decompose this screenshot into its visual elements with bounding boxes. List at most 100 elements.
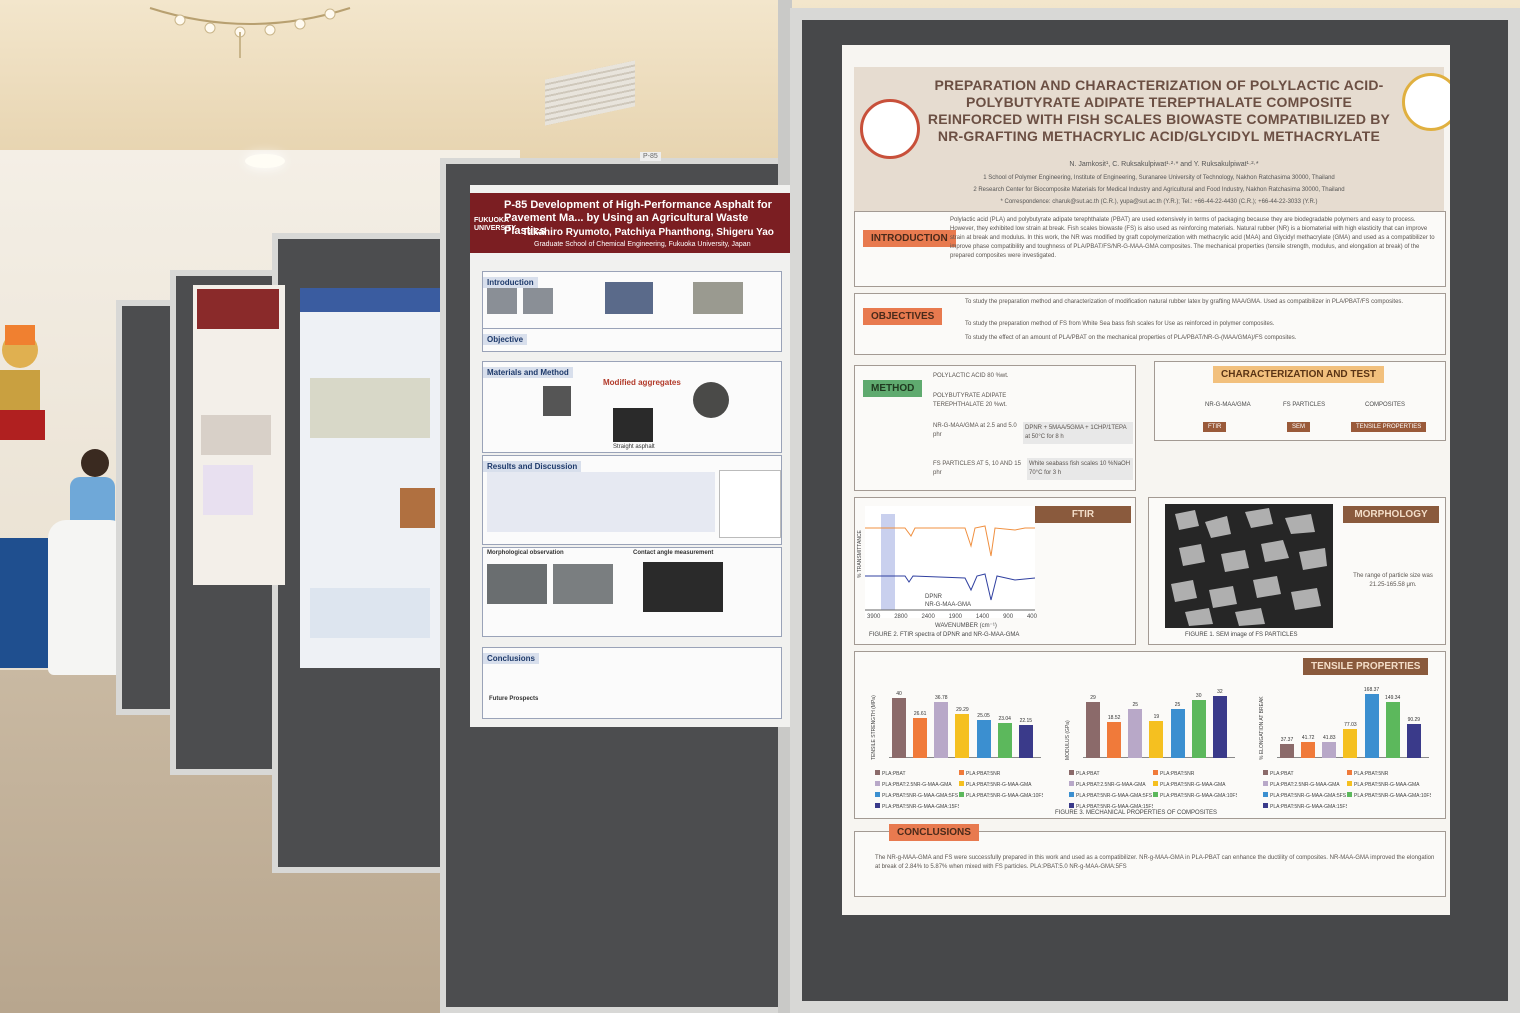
- chart-data-label: 29: [1090, 694, 1096, 701]
- method-step-4: FS PARTICLES AT 5, 10 AND 15 phr: [933, 461, 1021, 476]
- test-chip-tensile: TENSILE PROPERTIES: [1351, 422, 1427, 432]
- chart-data-label: 30: [1195, 692, 1202, 699]
- poster-left: [300, 288, 440, 668]
- ftir-plot: [865, 506, 1035, 618]
- ftir-tick: 1900: [948, 614, 963, 620]
- mid-section-heading: Conclusions: [483, 653, 540, 664]
- section-characterization: Characterization and Test NR-G-MAA/GMA F…: [1154, 361, 1446, 441]
- university-logo: [860, 99, 920, 159]
- chart-bar: [913, 717, 928, 758]
- chart-bar: [934, 702, 949, 758]
- objective-3: To study the effect of an amount of PLA/…: [965, 335, 1297, 341]
- chart-data-label: 19: [1153, 714, 1160, 721]
- poster-main: Preparation and Characterization of Poly…: [842, 45, 1450, 915]
- legend-label: PLA:PBAT:5NR: [1160, 771, 1195, 777]
- chart-y-label: TENSILE STRENGTH (MPa): [871, 695, 877, 760]
- legend-swatch: [1263, 770, 1268, 775]
- modified-aggregates-label: Modified aggregates: [603, 378, 681, 387]
- characterization-heading: Characterization and Test: [1213, 366, 1384, 383]
- legend-swatch: [1263, 803, 1268, 808]
- legend-item: PLA:PBAT: [875, 770, 959, 778]
- legend-label: PLA:PBAT:2.5NR-G-MAA-GMA: [1076, 782, 1146, 788]
- legend-swatch: [1069, 770, 1074, 775]
- legend-label: PLA:PBAT:5NR-G-MAA-GMA:15FS: [882, 804, 959, 810]
- mid-section-heading: Introduction: [483, 277, 538, 288]
- chart-data-label: 37.37: [1280, 736, 1294, 743]
- mid-section-morphology: Morphological observation Contact angle …: [482, 547, 782, 637]
- chart-data-label: 23.04: [998, 716, 1011, 723]
- legend-label: PLA:PBAT:5NR-G-MAA-GMA:10FS: [1160, 793, 1237, 799]
- legend-swatch: [1069, 781, 1074, 786]
- ftir-thumb: [719, 470, 781, 538]
- legend-label: PLA:PBAT:5NR-G-MAA-GMA:15FS: [1270, 804, 1347, 810]
- ftir-x-label: WAVENUMBER (cm⁻¹): [935, 623, 997, 629]
- sem-image: [1165, 504, 1333, 628]
- white-chair: [48, 520, 128, 675]
- test-chip-sem: SEM: [1287, 422, 1311, 432]
- morphology-heading: Morphology: [1343, 506, 1439, 523]
- mid-section-objective: Objective: [482, 328, 782, 352]
- shrine-decoration: [0, 325, 45, 440]
- mid-poster-title: P-85 Development of High-Performance Asp…: [504, 199, 772, 237]
- chart-bar: [997, 723, 1012, 758]
- mid-section-results: Results and Discussion: [482, 455, 782, 545]
- legend-swatch: [1069, 803, 1074, 808]
- chart-bar: [1212, 695, 1227, 758]
- photo-thumb: [693, 282, 743, 314]
- tensile-strength-chart: TENSILE STRENGTH (MPa) 40 26.61 36.78 29.29 2…: [871, 680, 1041, 766]
- chart-y-label: MODULUS (GPa): [1065, 720, 1071, 760]
- chart-bar: [1107, 722, 1122, 758]
- morphology-caption: FIGURE 1. SEM image of FS PARTICLES: [1185, 632, 1298, 638]
- mid-section-heading: Objective: [483, 334, 528, 345]
- ceiling-light: [245, 154, 285, 168]
- legend-label: PLA:PBAT:5NR-G-MAA-GMA:15FS: [1076, 804, 1153, 810]
- section-introduction: Introduction Polylactic acid (PLA) and p…: [854, 211, 1446, 287]
- legend-swatch: [875, 770, 880, 775]
- objective-2: To study the preparation method of FS fr…: [965, 321, 1275, 327]
- chart-data-label: 41.83: [1323, 735, 1336, 742]
- objective-1: To study the preparation method and char…: [965, 299, 1404, 305]
- section-morphology: Morphology The range of particle size wa…: [1148, 497, 1446, 645]
- ftir-caption: FIGURE 2. FTIR spectra of DPNR and NR-G-…: [869, 632, 1020, 638]
- mid-section-heading: Results and Discussion: [483, 461, 582, 472]
- photo-thumb: [543, 386, 571, 416]
- legend-item: PLA:PBAT:5NR-G-MAA-GMA:10FS: [959, 792, 1043, 800]
- legend-swatch: [1347, 792, 1352, 797]
- legend-label: PLA:PBAT:5NR: [1354, 771, 1389, 777]
- photo-thumb: [553, 564, 613, 604]
- legend-swatch: [959, 781, 964, 786]
- char-group-2: FS PARTICLES: [1283, 402, 1326, 408]
- chart-bar: [1301, 742, 1316, 758]
- future-prospects-label: Future Prospects: [489, 696, 539, 702]
- main-poster-header: Preparation and Characterization of Poly…: [854, 67, 1450, 232]
- chart-bar: [1191, 699, 1206, 758]
- chandelier: [149, 7, 351, 58]
- modulus-chart: MODULUS (GPa) 29 18.52 25 19 25 30 32: [1065, 680, 1235, 766]
- tensile-heading: Tensile Properties: [1303, 658, 1429, 675]
- legend-item: PLA:PBAT:5NR-G-MAA-GMA:5FS: [1069, 792, 1153, 800]
- ftir-series-a: DPNR: [925, 594, 943, 600]
- photo-thumb: [487, 564, 547, 604]
- legend-swatch: [959, 770, 964, 775]
- legend-item: PLA:PBAT:2.5NR-G-MAA-GMA: [1263, 781, 1347, 789]
- legend-swatch: [1347, 770, 1352, 775]
- chart-data-label: 168.37: [1363, 687, 1380, 694]
- method-step-2: POLYBUTYRATE ADIPATE TEREPHTHALATE 20 %w…: [933, 393, 1007, 408]
- legend-item: PLA:PBAT:5NR-G-MAA-GMA:15FS: [875, 803, 959, 811]
- section-method: Method POLYLACTIC ACID 80 %wt. POLYBUTYR…: [854, 365, 1136, 491]
- section-objectives: Objectives To study the preparation meth…: [854, 293, 1446, 355]
- legend-swatch: [875, 781, 880, 786]
- section-tensile: Tensile Properties TENSILE STRENGTH (MPa…: [854, 651, 1446, 819]
- legend-swatch: [1153, 770, 1158, 775]
- legend-swatch: [1069, 792, 1074, 797]
- method-note-2: White seabass fish scales 10 %NaOH 70°C …: [1027, 458, 1133, 480]
- mid-section-materials: Materials and Method Modified aggregates…: [482, 361, 782, 453]
- legend-item: PLA:PBAT:5NR: [959, 770, 1043, 778]
- legend-swatch: [1153, 781, 1158, 786]
- chart-bar: [1385, 701, 1400, 758]
- ftir-tick: 2800: [894, 614, 908, 620]
- chart-bar: [976, 720, 991, 758]
- chart-data-label: 90.29: [1407, 716, 1421, 723]
- legend-item: PLA:PBAT:5NR-G-MAA-GMA:5FS: [1263, 792, 1347, 800]
- legend-swatch: [1153, 792, 1158, 797]
